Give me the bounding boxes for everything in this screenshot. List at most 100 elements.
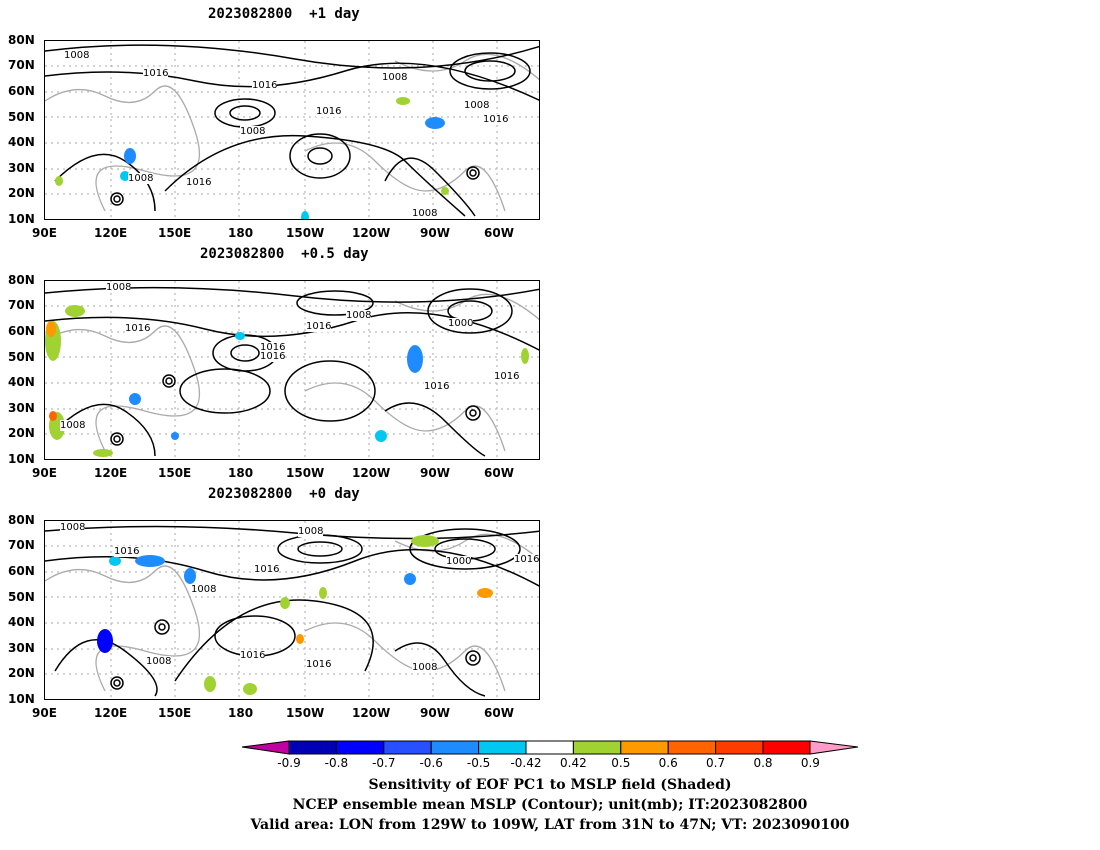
lat-label: 80N [8,273,35,287]
contour-label: 1016 [306,659,332,670]
colorbar-cell [667,740,717,755]
colorbar-label: 0.42 [560,756,587,770]
sensitivity-shading [97,535,493,695]
contour-label: 1008 [191,584,217,595]
colorbar-cell [383,740,432,755]
lat-label: 30N [8,401,35,415]
lat-label: 20N [8,426,35,440]
gridlines [45,41,539,219]
colorbar-label: 0.6 [658,756,678,770]
lat-label: 30N [8,641,35,655]
colorbar-cell [762,740,811,755]
contour-label: 1008 [128,173,154,184]
colorbar-label: 0.5 [611,756,631,770]
contour-label: 1000 [448,318,474,329]
contour-label: 1016 [494,371,520,382]
colorbar-high-triangle [809,740,859,755]
lon-label: 120E [94,466,128,480]
lon-label: 150W [286,706,325,720]
contour-label: 1016 [254,564,280,575]
lat-label: 10N [8,452,35,466]
contour-label: 1008 [346,310,372,321]
lat-label: 60N [8,564,35,578]
sensitivity-shading [45,305,529,457]
lon-label: 90W [420,466,450,480]
lat-label: 30N [8,161,35,175]
lat-label: 50N [8,590,35,604]
contour-label: 1008 [146,656,172,667]
coastlines [45,53,539,212]
colorbar-cell [478,740,527,755]
lon-label: 60W [484,706,514,720]
contour-label: 1016 [240,650,266,661]
contour-label: 1008 [298,526,324,537]
colorbar-cell [288,740,337,755]
isobars [45,525,539,697]
contour-label: 1008 [464,100,490,111]
colorbar-cell [620,740,669,755]
map-panel-1 [44,40,540,220]
colorbar-label: 0.9 [800,756,820,770]
lat-label: 80N [8,513,35,527]
colorbar-label: 0.7 [706,756,726,770]
colorbar-label: -0.8 [324,756,349,770]
colorbar-cell [430,740,480,755]
lat-label: 40N [8,375,35,389]
isobars [45,286,539,457]
contour-label: 1016 [316,106,342,117]
lat-label: 10N [8,692,35,706]
contour-label: 1008 [382,72,408,83]
lon-label: 90W [420,226,450,240]
contour-label: 1008 [412,662,438,673]
map-panel-2-graphics [45,281,539,459]
sensitivity-shading [55,97,449,219]
contour-label: 1016 [424,381,450,392]
contour-label: 1008 [106,282,132,293]
caption-line-2: NCEP ensemble mean MSLP (Contour); unit(… [292,797,808,813]
contour-label: 1008 [64,50,90,61]
contour-label: 1008 [240,126,266,137]
lon-label: 180 [228,706,254,720]
contour-label: 1016 [125,323,151,334]
lat-label: 60N [8,324,35,338]
lon-label: 90E [32,226,57,240]
contour-label: 1016 [514,554,540,565]
map-panel-2 [44,280,540,460]
isobars [45,44,539,217]
lat-label: 80N [8,33,35,47]
lon-label: 180 [228,226,254,240]
colorbar-label: -0.5 [466,756,491,770]
lat-label: 20N [8,666,35,680]
lon-label: 120E [94,706,128,720]
colorbar-label: -0.42 [510,756,542,770]
lat-label: 70N [8,538,35,552]
lon-label: 90E [32,466,57,480]
contour-label: 1016 [260,351,286,362]
caption-line-3: Valid area: LON from 129W to 109W, LAT f… [250,817,850,833]
lon-label: 120W [352,706,391,720]
contour-label: 1008 [412,208,438,219]
lon-label: 120W [352,226,391,240]
lon-label: 150W [286,466,325,480]
panel-title-1: 2023082800 +1 day [208,6,360,22]
contour-label: 1000 [446,556,472,567]
colorbar-cell [572,740,622,755]
contour-label: 1016 [252,80,278,91]
contour-label: 1016 [306,321,332,332]
contour-label: 1016 [114,546,140,557]
lon-label: 150E [158,706,192,720]
lat-label: 50N [8,110,35,124]
colorbar-label: 0.8 [753,756,773,770]
panel-title-3: 2023082800 +0 day [208,486,360,502]
lon-label: 60W [484,226,514,240]
lon-label: 120W [352,466,391,480]
colorbar-label: -0.7 [372,756,396,770]
lat-label: 50N [8,350,35,364]
lon-label: 60W [484,466,514,480]
lat-label: 20N [8,186,35,200]
lat-label: 60N [8,84,35,98]
colorbar-cell [715,740,764,755]
colorbar [241,740,859,755]
lat-label: 70N [8,58,35,72]
contour-label: 1016 [143,68,169,79]
